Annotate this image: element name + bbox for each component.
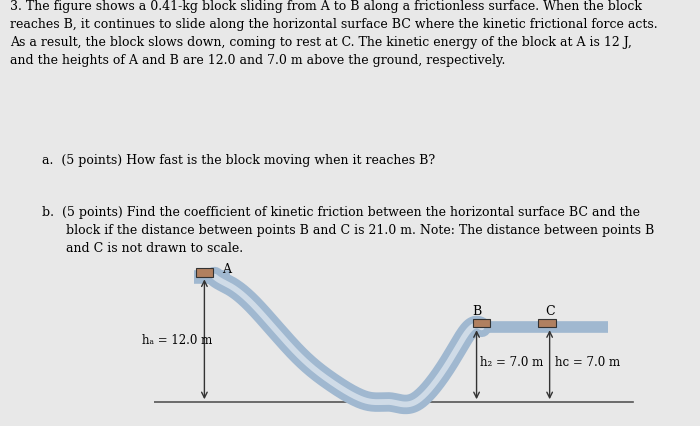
- Text: A: A: [222, 262, 231, 276]
- Text: h₂ = 7.0 m: h₂ = 7.0 m: [480, 355, 543, 368]
- Text: b.  (5 points) Find the coefficient of kinetic friction between the horizontal s: b. (5 points) Find the coefficient of ki…: [42, 206, 654, 255]
- Bar: [473, 319, 491, 328]
- Bar: [538, 319, 556, 328]
- Text: C: C: [545, 304, 554, 317]
- Text: hₐ = 12.0 m: hₐ = 12.0 m: [141, 333, 212, 346]
- Text: B: B: [472, 304, 481, 317]
- Text: a.  (5 points) How fast is the block moving when it reaches B?: a. (5 points) How fast is the block movi…: [42, 153, 435, 166]
- Text: 3. The figure shows a 0.41-kg block sliding from A to B along a frictionless sur: 3. The figure shows a 0.41-kg block slid…: [10, 0, 658, 67]
- Bar: [195, 268, 214, 277]
- Text: hᴄ = 7.0 m: hᴄ = 7.0 m: [555, 355, 620, 368]
